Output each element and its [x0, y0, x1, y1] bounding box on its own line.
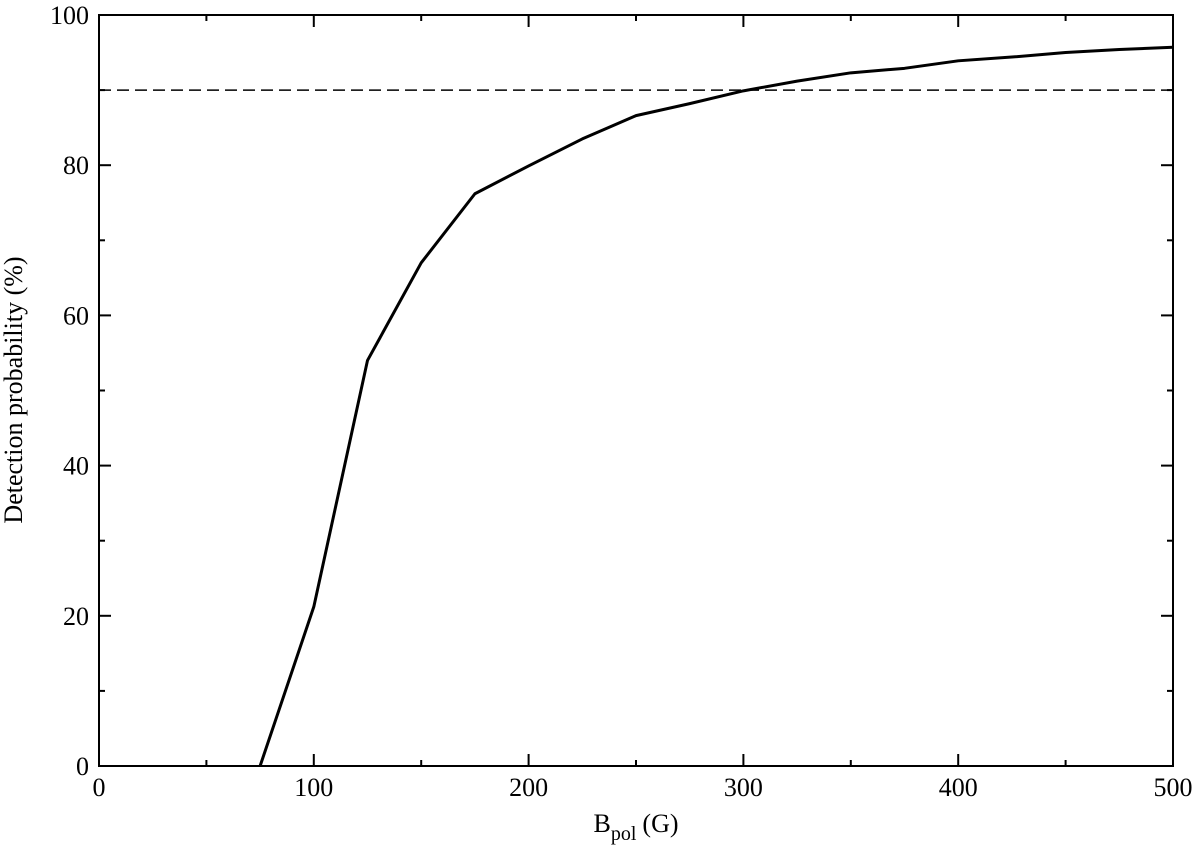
- x-tick-label: 100: [294, 773, 333, 802]
- y-tick-label: 80: [63, 151, 89, 180]
- y-tick-label: 40: [63, 452, 89, 481]
- x-label-unit: (G): [642, 809, 678, 838]
- y-tick-label: 20: [63, 602, 89, 631]
- y-axis-label: Detection probability (%): [0, 256, 28, 523]
- plot-frame: [98, 14, 1174, 767]
- x-tick-label: 0: [93, 773, 106, 802]
- x-label-main: B: [594, 809, 611, 838]
- x-label-subscript: pol: [611, 823, 637, 845]
- x-tick-label: 400: [939, 773, 978, 802]
- y-tick-label: 0: [76, 752, 89, 781]
- y-tick-label: 60: [63, 301, 89, 330]
- x-tick-label: 200: [509, 773, 548, 802]
- x-tick-label: 300: [724, 773, 763, 802]
- data-line: [258, 45, 1174, 767]
- x-tick-label: 500: [1154, 773, 1193, 802]
- y-tick-label: 100: [50, 1, 89, 30]
- x-axis-label: Bpol (G): [594, 809, 679, 845]
